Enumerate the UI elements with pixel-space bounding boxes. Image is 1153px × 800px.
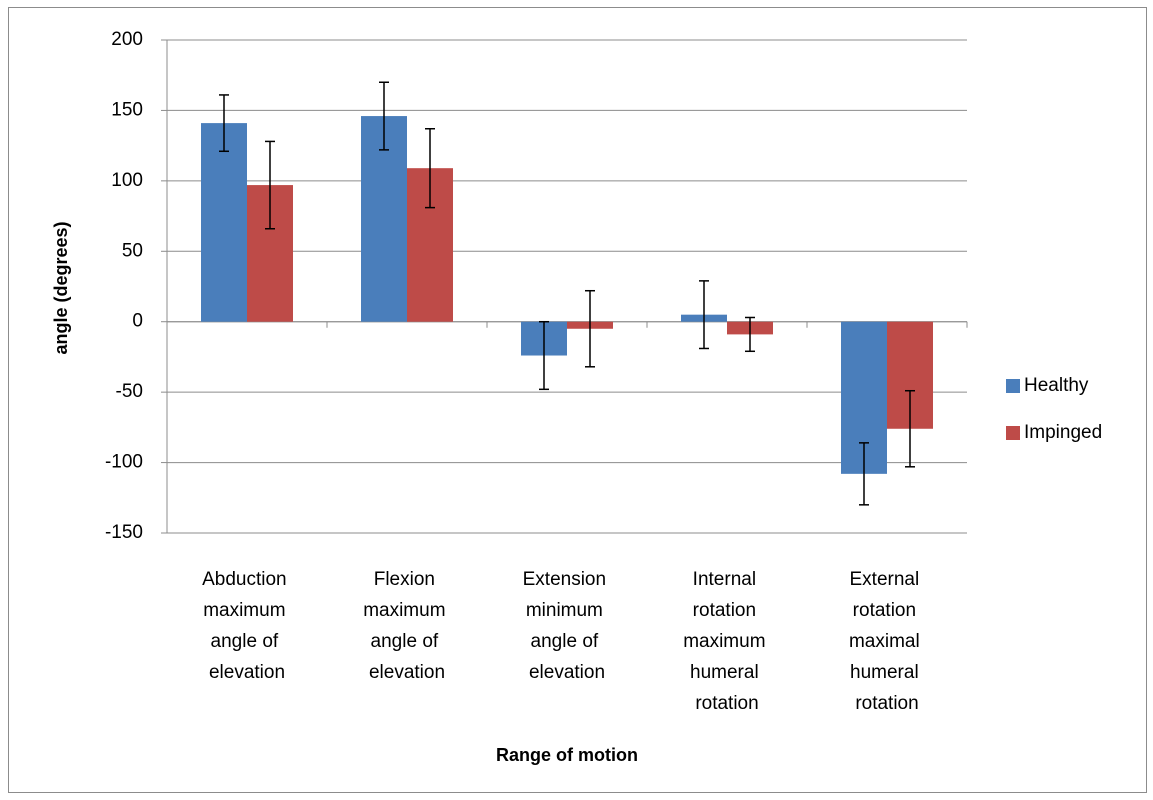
legend-swatch — [1006, 426, 1020, 440]
bar — [201, 123, 247, 322]
x-tick-label: Flexion maximum angle of elevation — [363, 569, 451, 683]
y-axis-title: angle (degrees) — [51, 221, 71, 354]
x-tick-label: Abduction maximum angle of elevation — [202, 569, 292, 683]
error-bar — [425, 127, 435, 209]
legend-swatch — [1006, 379, 1020, 393]
error-bar — [265, 140, 275, 230]
error-bar — [699, 280, 709, 350]
y-tick-label: 100 — [111, 170, 143, 191]
error-bar — [219, 94, 229, 153]
x-axis-title: Range of motion — [496, 745, 638, 765]
y-tick-label: -150 — [105, 522, 143, 543]
error-bar — [539, 320, 549, 391]
y-tick-label: 150 — [111, 99, 143, 120]
x-tick-label: External rotation maximal humeral rotati… — [849, 569, 925, 714]
legend-label: Impinged — [1024, 422, 1102, 443]
legend-label: Healthy — [1024, 375, 1089, 396]
y-tick-label: -100 — [105, 452, 143, 473]
y-tick-label: 0 — [132, 311, 143, 332]
x-tick-label: Internal rotation maximum humeral rotati… — [683, 569, 771, 714]
y-tick-label: 50 — [122, 240, 143, 261]
error-bar — [905, 389, 915, 468]
y-tick-label: -50 — [116, 381, 143, 402]
chart-border — [8, 7, 1147, 793]
y-tick-label: 200 — [111, 29, 143, 50]
error-bar — [745, 316, 755, 353]
x-tick-label: Extension minimum angle of elevation — [523, 569, 612, 683]
error-bar — [585, 289, 595, 368]
error-bar — [859, 442, 869, 506]
error-bar — [379, 81, 389, 151]
